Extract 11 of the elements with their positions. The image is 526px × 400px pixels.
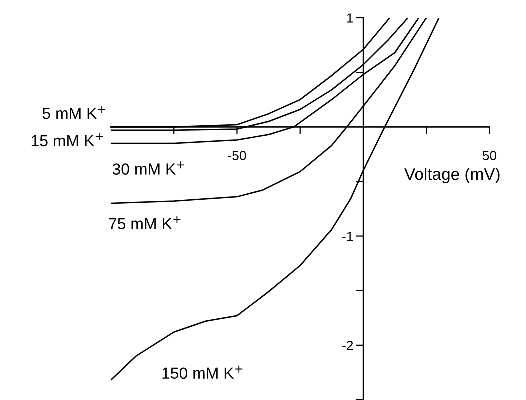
series-label: 75 mM K$^{+}$: [109, 216, 181, 230]
x-tick-label: 50: [482, 151, 497, 160]
y-tick-label: 1: [347, 14, 354, 23]
y-tick-label: -1: [342, 232, 354, 242]
x-axis-title: Voltage (mV): [404, 168, 500, 184]
series-label: 30 mM K$^{+}$: [112, 162, 184, 175]
y-tick-label: -2: [342, 340, 354, 350]
x-tick-label: -50: [228, 151, 246, 160]
series-label: 15 mM K$^{+}$: [32, 133, 103, 147]
series-label: 150 mM K$^{+}$: [162, 366, 243, 380]
series-label: 5 mM K$^{+}$: [42, 106, 106, 120]
